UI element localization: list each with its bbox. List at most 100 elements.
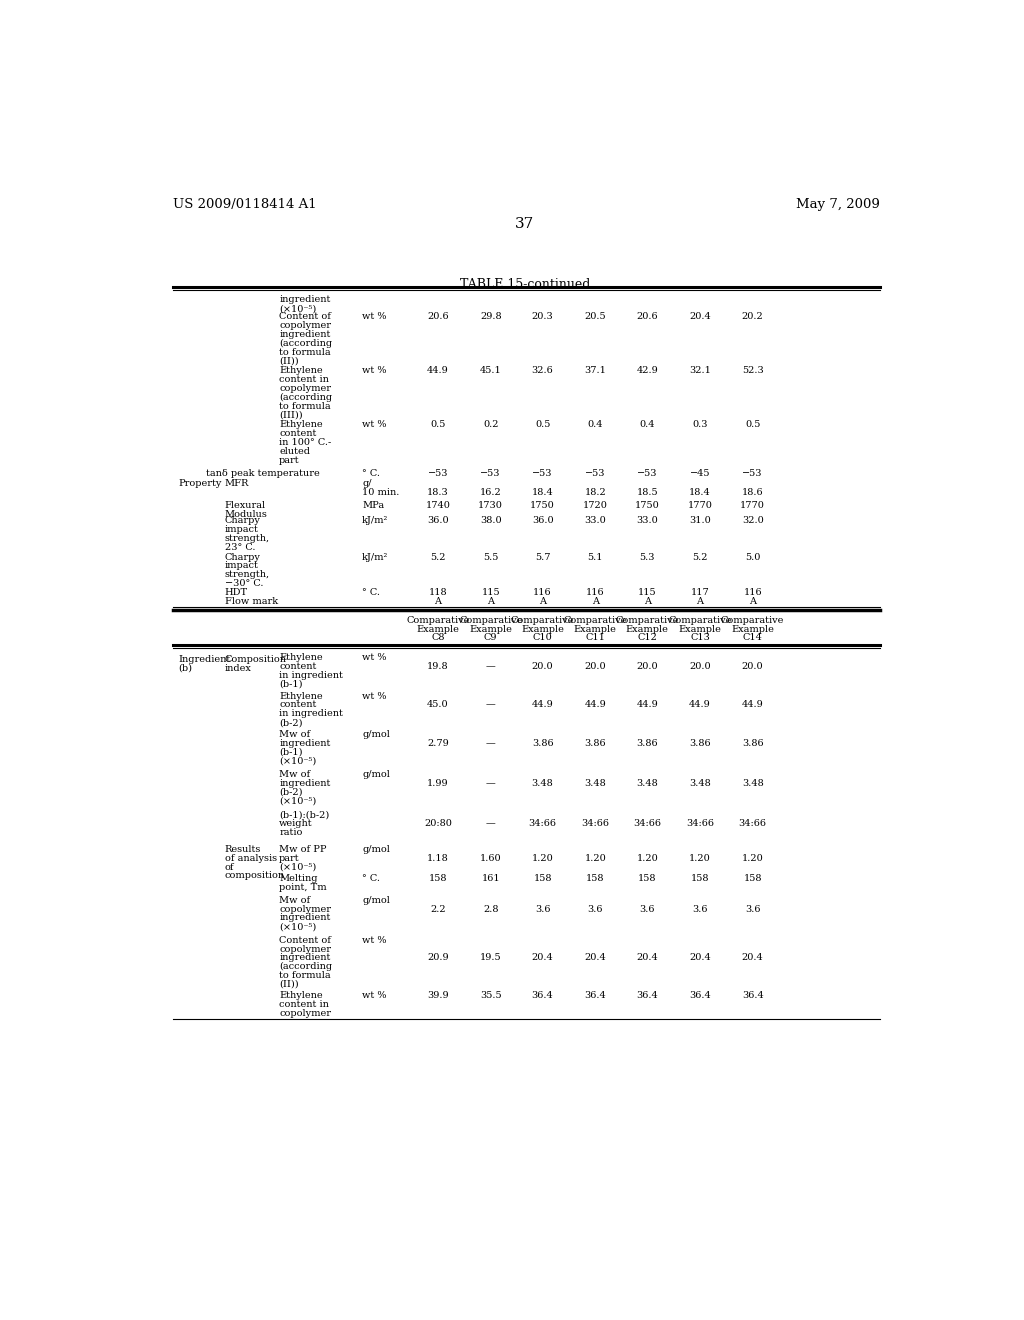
- Text: Comparative: Comparative: [669, 615, 731, 624]
- Text: 1770: 1770: [740, 502, 765, 510]
- Text: 1750: 1750: [530, 502, 555, 510]
- Text: 3.6: 3.6: [692, 904, 708, 913]
- Text: 20.0: 20.0: [689, 663, 711, 671]
- Text: 1730: 1730: [478, 502, 503, 510]
- Text: wt %: wt %: [362, 367, 386, 375]
- Text: (×10⁻⁵): (×10⁻⁵): [280, 756, 316, 766]
- Text: 37: 37: [515, 216, 535, 231]
- Text: wt %: wt %: [362, 936, 386, 945]
- Text: copolymer: copolymer: [280, 321, 331, 330]
- Text: −53: −53: [428, 470, 449, 478]
- Text: 5.5: 5.5: [483, 553, 499, 561]
- Text: Flow mark: Flow mark: [225, 597, 278, 606]
- Text: 158: 158: [691, 874, 710, 883]
- Text: tanδ peak temperature: tanδ peak temperature: [206, 470, 319, 478]
- Text: 19.8: 19.8: [427, 663, 449, 671]
- Text: Example: Example: [626, 624, 669, 634]
- Text: g/mol: g/mol: [362, 730, 390, 739]
- Text: −53: −53: [637, 470, 657, 478]
- Text: g/mol: g/mol: [362, 896, 390, 904]
- Text: Property: Property: [178, 479, 222, 487]
- Text: (b-2): (b-2): [280, 788, 303, 797]
- Text: Comparative: Comparative: [511, 615, 574, 624]
- Text: 39.9: 39.9: [427, 991, 449, 1001]
- Text: (b-1): (b-1): [280, 680, 303, 689]
- Text: ingredient: ingredient: [280, 330, 331, 339]
- Text: 0.2: 0.2: [483, 420, 499, 429]
- Text: —: —: [485, 701, 496, 709]
- Text: Comparative: Comparative: [459, 615, 522, 624]
- Text: 20.4: 20.4: [585, 953, 606, 962]
- Text: part: part: [280, 854, 300, 863]
- Text: 34:66: 34:66: [633, 818, 662, 828]
- Text: 5.2: 5.2: [430, 553, 445, 561]
- Text: 36.4: 36.4: [636, 991, 658, 1001]
- Text: 20.5: 20.5: [585, 313, 606, 321]
- Text: 3.6: 3.6: [640, 904, 655, 913]
- Text: 1.20: 1.20: [585, 854, 606, 863]
- Text: Modulus: Modulus: [225, 510, 267, 519]
- Text: 20:80: 20:80: [424, 818, 452, 828]
- Text: Melting: Melting: [280, 874, 317, 883]
- Text: part: part: [280, 455, 300, 465]
- Text: 3.48: 3.48: [741, 779, 764, 788]
- Text: 1.99: 1.99: [427, 779, 449, 788]
- Text: 36.0: 36.0: [531, 516, 553, 525]
- Text: 115: 115: [481, 589, 500, 597]
- Text: composition: composition: [225, 871, 285, 880]
- Text: 20.4: 20.4: [689, 313, 711, 321]
- Text: −45: −45: [690, 470, 711, 478]
- Text: to formula: to formula: [280, 348, 331, 356]
- Text: 158: 158: [586, 874, 604, 883]
- Text: point, Tm: point, Tm: [280, 883, 327, 892]
- Text: Ingredient: Ingredient: [178, 655, 230, 664]
- Text: —: —: [485, 663, 496, 671]
- Text: MPa: MPa: [362, 502, 384, 510]
- Text: 3.6: 3.6: [744, 904, 761, 913]
- Text: 20.0: 20.0: [585, 663, 606, 671]
- Text: 19.5: 19.5: [480, 953, 502, 962]
- Text: 20.6: 20.6: [637, 313, 658, 321]
- Text: 117: 117: [690, 589, 710, 597]
- Text: 3.48: 3.48: [585, 779, 606, 788]
- Text: Content of: Content of: [280, 936, 331, 945]
- Text: Ethylene: Ethylene: [280, 653, 323, 663]
- Text: 20.2: 20.2: [741, 313, 764, 321]
- Text: copolymer: copolymer: [280, 1008, 331, 1018]
- Text: of: of: [225, 862, 234, 871]
- Text: (b-2): (b-2): [280, 718, 303, 727]
- Text: −53: −53: [585, 470, 605, 478]
- Text: 1.20: 1.20: [689, 854, 711, 863]
- Text: to formula: to formula: [280, 401, 331, 411]
- Text: 116: 116: [534, 589, 552, 597]
- Text: 0.4: 0.4: [588, 420, 603, 429]
- Text: 5.7: 5.7: [535, 553, 550, 561]
- Text: ° C.: ° C.: [362, 874, 380, 883]
- Text: strength,: strength,: [225, 535, 270, 543]
- Text: (III)): (III)): [280, 411, 303, 420]
- Text: ingredient: ingredient: [280, 913, 331, 923]
- Text: C9: C9: [484, 634, 498, 643]
- Text: (×10⁻⁵): (×10⁻⁵): [280, 305, 316, 313]
- Text: 1770: 1770: [687, 502, 713, 510]
- Text: 1.20: 1.20: [636, 854, 658, 863]
- Text: index: index: [225, 664, 252, 672]
- Text: Comparative: Comparative: [615, 615, 679, 624]
- Text: wt %: wt %: [362, 313, 386, 321]
- Text: wt %: wt %: [362, 991, 386, 1001]
- Text: copolymer: copolymer: [280, 945, 331, 953]
- Text: strength,: strength,: [225, 570, 270, 579]
- Text: content in: content in: [280, 1001, 329, 1008]
- Text: 3.86: 3.86: [741, 739, 764, 748]
- Text: TABLE 15-continued: TABLE 15-continued: [460, 277, 590, 290]
- Text: Flexural: Flexural: [225, 502, 266, 510]
- Text: A: A: [644, 597, 650, 606]
- Text: C10: C10: [532, 634, 553, 643]
- Text: 0.5: 0.5: [430, 420, 445, 429]
- Text: 158: 158: [534, 874, 552, 883]
- Text: 44.9: 44.9: [427, 367, 449, 375]
- Text: 1.60: 1.60: [480, 854, 502, 863]
- Text: wt %: wt %: [362, 420, 386, 429]
- Text: 1.18: 1.18: [427, 854, 449, 863]
- Text: 44.9: 44.9: [531, 701, 554, 709]
